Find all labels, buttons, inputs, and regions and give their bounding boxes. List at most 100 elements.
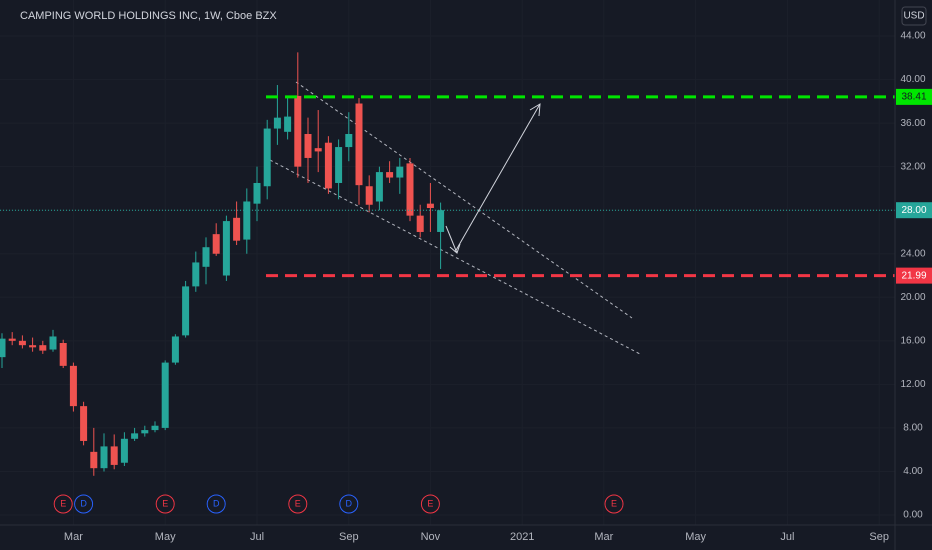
arrow-head xyxy=(449,243,461,254)
candle-body xyxy=(182,286,190,336)
x-tick-label: Sep xyxy=(869,531,889,543)
candle-body xyxy=(39,345,47,351)
candle-body xyxy=(406,163,414,216)
candle-body xyxy=(222,221,230,276)
x-tick-label: May xyxy=(155,531,176,543)
event-marker xyxy=(155,494,175,514)
candle-body xyxy=(233,217,241,241)
event-label: D xyxy=(80,498,87,508)
y-tick-label: 20.00 xyxy=(900,292,925,303)
candle-body xyxy=(151,425,159,431)
event-marker xyxy=(288,494,308,514)
candle-body xyxy=(263,128,271,187)
candle-body xyxy=(59,342,67,366)
y-tick-label: 32.00 xyxy=(900,161,925,172)
event-label: E xyxy=(60,498,66,508)
arrow xyxy=(454,103,541,253)
y-tick-label: 40.00 xyxy=(900,74,925,85)
candle-body xyxy=(294,95,302,167)
y-tick-label: 0.00 xyxy=(903,510,923,521)
candle-body xyxy=(131,433,139,439)
y-tick-label: 8.00 xyxy=(903,423,923,434)
event-marker xyxy=(420,494,440,514)
candle-body xyxy=(90,451,98,469)
candle-body xyxy=(212,234,220,254)
event-label: E xyxy=(427,498,433,508)
trend-line xyxy=(295,81,633,319)
y-tick-label: 16.00 xyxy=(900,335,925,346)
event-label: E xyxy=(295,498,301,508)
candle-body xyxy=(345,133,353,148)
event-marker xyxy=(74,494,94,514)
currency: USD xyxy=(903,11,924,22)
price-badge-label: 38.41 xyxy=(901,92,926,103)
arrow-head xyxy=(529,103,541,117)
candle-body xyxy=(161,362,169,428)
candle-body xyxy=(18,340,26,346)
currency-box[interactable] xyxy=(901,6,927,26)
price-badge xyxy=(896,267,932,284)
candle-body xyxy=(120,438,128,463)
x-tick-label: 2021 xyxy=(510,531,534,543)
candle-body xyxy=(386,172,394,178)
candle-body xyxy=(243,201,251,240)
trend-line xyxy=(269,159,641,355)
x-tick-label: May xyxy=(685,531,706,543)
y-tick-label: 24.00 xyxy=(900,248,925,259)
candle-body xyxy=(304,133,312,158)
candle-body xyxy=(335,147,343,183)
x-tick-label: Sep xyxy=(339,531,359,543)
grid xyxy=(0,0,895,525)
x-tick-label: Mar xyxy=(594,531,613,543)
event-marker xyxy=(53,494,73,514)
candle-body xyxy=(69,365,77,407)
event-label: D xyxy=(346,498,353,508)
x-tick-label: Nov xyxy=(421,531,441,543)
candle-body xyxy=(0,338,6,358)
candle-body xyxy=(192,262,200,287)
candle-body xyxy=(396,166,404,178)
candle-body xyxy=(437,210,445,232)
overlay: 0.00 4.00 8.00 12.00 16.00 20.00 24.00 28.00 32.… xyxy=(53,31,932,543)
plot xyxy=(0,52,895,476)
y-tick-label: 4.00 xyxy=(903,466,923,477)
event-label: E xyxy=(611,498,617,508)
candle-body xyxy=(202,247,210,267)
candle-body xyxy=(324,142,332,189)
candle-body xyxy=(141,430,149,434)
candle-body xyxy=(375,172,383,202)
price-badge xyxy=(896,202,932,219)
candle-body xyxy=(80,406,88,441)
candle-body xyxy=(355,103,363,186)
chart-title: CAMPING WORLD HOLDINGS INC, 1W, Cboe BZX xyxy=(20,10,277,22)
candle-body xyxy=(314,148,322,152)
event-label: D xyxy=(213,498,220,508)
candle-body xyxy=(171,336,179,363)
event-label: E xyxy=(162,498,168,508)
event-marker xyxy=(206,494,226,514)
event-marker xyxy=(604,494,624,514)
candle-body xyxy=(284,116,292,132)
price-badge-label: 21.99 xyxy=(901,270,926,281)
y-tick-label: 44.00 xyxy=(900,31,925,42)
price-badge-label: 28.00 xyxy=(901,205,926,216)
candle-body xyxy=(365,186,373,205)
candle-body xyxy=(110,446,118,465)
price-badge xyxy=(896,88,932,105)
candle-body xyxy=(49,336,57,350)
y-tick-label: 36.00 xyxy=(900,118,925,129)
candle-body xyxy=(273,117,281,129)
x-tick-label: Jul xyxy=(780,531,794,543)
event-marker xyxy=(339,494,359,514)
x-tick-label: Jul xyxy=(250,531,264,543)
candle-body xyxy=(416,215,424,232)
arrow xyxy=(445,225,458,254)
x-tick-label: Mar xyxy=(64,531,83,543)
candle-body xyxy=(8,338,16,341)
candle-body xyxy=(100,446,108,469)
candle-body xyxy=(253,182,261,204)
candle-body xyxy=(29,345,37,348)
candle-body xyxy=(426,203,434,209)
